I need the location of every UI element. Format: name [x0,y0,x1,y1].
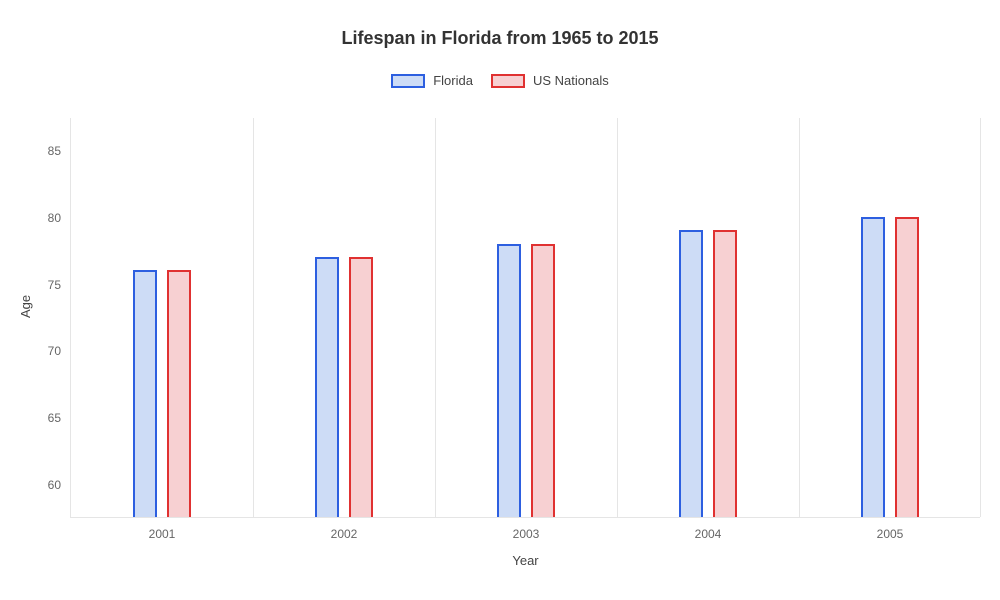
gridline [980,118,981,517]
x-tick-label: 2005 [877,527,904,541]
bar [497,244,521,517]
legend-swatch-us-nationals [491,74,525,88]
y-tick-label: 60 [48,478,61,492]
bar [531,244,555,517]
gridline [253,118,254,517]
legend: Florida US Nationals [0,73,1000,88]
y-tick-label: 70 [48,344,61,358]
y-tick-label: 65 [48,411,61,425]
y-axis-title: Age [18,295,33,318]
bar [167,270,191,517]
y-tick-label: 75 [48,278,61,292]
gridline [435,118,436,517]
legend-item-florida: Florida [391,73,473,88]
bar [895,217,919,517]
bar [133,270,157,517]
bar [315,257,339,517]
x-axis-title: Year [512,553,538,568]
y-tick-label: 80 [48,211,61,225]
chart-title: Lifespan in Florida from 1965 to 2015 [0,0,1000,49]
bar [679,230,703,517]
legend-label: Florida [433,73,473,88]
y-tick-label: 85 [48,144,61,158]
x-tick-label: 2001 [149,527,176,541]
bar [713,230,737,517]
bar [861,217,885,517]
gridline [617,118,618,517]
legend-label: US Nationals [533,73,609,88]
bar [349,257,373,517]
x-tick-label: 2002 [331,527,358,541]
legend-item-us-nationals: US Nationals [491,73,609,88]
x-tick-label: 2004 [695,527,722,541]
legend-swatch-florida [391,74,425,88]
gridline [799,118,800,517]
plot-area: Year 60657075808520012002200320042005 [70,118,980,518]
x-tick-label: 2003 [513,527,540,541]
